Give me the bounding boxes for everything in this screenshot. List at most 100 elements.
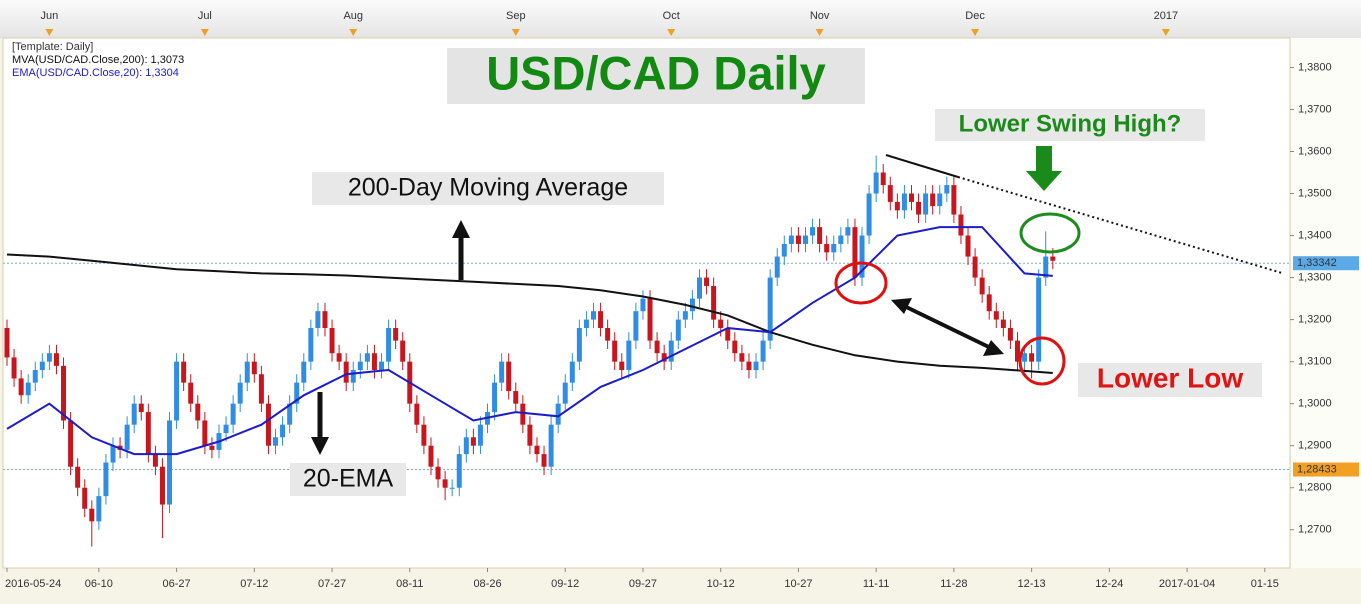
x2-tick <box>667 29 676 36</box>
candle-body <box>668 340 674 362</box>
candle-body <box>371 353 377 371</box>
candle-body <box>315 311 321 329</box>
candle-body <box>951 185 957 215</box>
candle-body <box>887 185 893 202</box>
trend-line <box>885 154 959 178</box>
x-tick-label: 07-27 <box>318 578 346 590</box>
candle-body <box>145 412 151 455</box>
x2-tick-label: Aug <box>343 10 363 22</box>
candle-body <box>258 374 264 404</box>
y-tick-label: 1,3700 <box>1298 103 1332 115</box>
candle-body <box>174 361 180 421</box>
x-tick-label: 06-10 <box>85 578 113 590</box>
annotation: Lower Swing High? <box>959 110 1182 137</box>
x2-tick <box>815 29 824 36</box>
x2-tick <box>45 29 54 36</box>
candle-body <box>244 361 250 383</box>
y-tick-label: 1,3300 <box>1298 271 1332 283</box>
candle-body <box>25 382 31 396</box>
candle-body <box>732 340 738 354</box>
candle-body <box>379 361 385 371</box>
candle-body <box>329 328 335 354</box>
candle-body <box>428 445 434 467</box>
candle-body <box>294 382 300 404</box>
candle-body <box>124 424 130 450</box>
legend-entry: EMA(USD/CAD.Close,20): 1,3304 <box>12 67 179 79</box>
x2-tick <box>511 29 520 36</box>
candle-body <box>400 340 406 362</box>
candle-body <box>75 466 81 488</box>
annotation: 200-Day Moving Average <box>348 174 628 202</box>
x2-tick <box>1161 29 1170 36</box>
candle-body <box>251 361 257 375</box>
arrow-head <box>452 220 470 238</box>
candle-body <box>696 277 702 299</box>
candle-body <box>357 361 363 371</box>
price-box <box>1293 256 1359 271</box>
candle-body <box>760 340 766 362</box>
candle-body <box>421 424 427 446</box>
trend-line-projection <box>957 176 1283 274</box>
candle-body <box>817 227 823 244</box>
y-tick-label: 1,3400 <box>1298 229 1332 241</box>
x2-tick-label: Dec <box>965 10 985 22</box>
candle-body <box>682 311 688 320</box>
candle-body <box>605 328 611 341</box>
time-strip <box>0 0 1361 38</box>
candle-body <box>555 403 561 425</box>
candle-body <box>103 462 109 497</box>
candle-body <box>1036 277 1042 362</box>
y-tick-label: 1,3500 <box>1298 187 1332 199</box>
y-tick-label: 1,3800 <box>1298 61 1332 73</box>
x-tick-label: 12-24 <box>1095 578 1123 590</box>
candle-body <box>859 235 865 278</box>
candle-body <box>32 370 38 383</box>
candle-body <box>159 466 165 505</box>
candle-body <box>619 361 625 371</box>
price-label: 1,33342 <box>1297 257 1337 269</box>
x2-tick-label: Sep <box>506 10 526 22</box>
candle-body <box>61 365 67 421</box>
x2-tick <box>971 29 980 36</box>
x2-tick <box>349 29 358 36</box>
candle-body <box>753 361 759 371</box>
candle-body <box>746 361 752 371</box>
candle-body <box>195 403 201 421</box>
candle-body <box>470 437 476 446</box>
x-tick-label: 11-11 <box>863 578 890 590</box>
candle-body <box>265 403 271 446</box>
candle-body <box>1050 256 1056 261</box>
x2-tick-label: 2017 <box>1154 10 1178 22</box>
candle-body <box>209 445 215 450</box>
candle-body <box>845 227 851 236</box>
candle-body <box>802 235 808 244</box>
candle-body <box>110 445 116 463</box>
arrow-head <box>1026 171 1062 191</box>
y-tick-label: 1,3100 <box>1298 356 1332 368</box>
candle-body <box>548 424 554 467</box>
candle-body <box>322 311 328 329</box>
annotation: Lower Low <box>1097 362 1243 393</box>
candle-body <box>612 340 618 362</box>
highlight-circle <box>1019 212 1081 254</box>
y-tick-label: 1,3600 <box>1298 145 1332 157</box>
candle-body <box>774 256 780 278</box>
candle-body <box>908 193 914 202</box>
candle-body <box>958 214 964 236</box>
candle-body <box>689 298 695 312</box>
legend: [Template: Daily] MVA(USD/CAD.Close,200)… <box>12 41 184 79</box>
candle-body <box>661 353 667 362</box>
candle-body <box>979 277 985 295</box>
candle-body <box>640 298 646 312</box>
candle-body <box>68 420 74 467</box>
candle-body <box>456 454 462 488</box>
ma-line <box>6 226 1053 456</box>
candle-body <box>852 227 858 278</box>
candle-body <box>414 403 420 425</box>
candle-body <box>442 479 448 488</box>
candle-body <box>513 391 519 404</box>
x2-tick-label: Jul <box>198 10 212 22</box>
y-tick-label: 1,3200 <box>1298 314 1332 326</box>
